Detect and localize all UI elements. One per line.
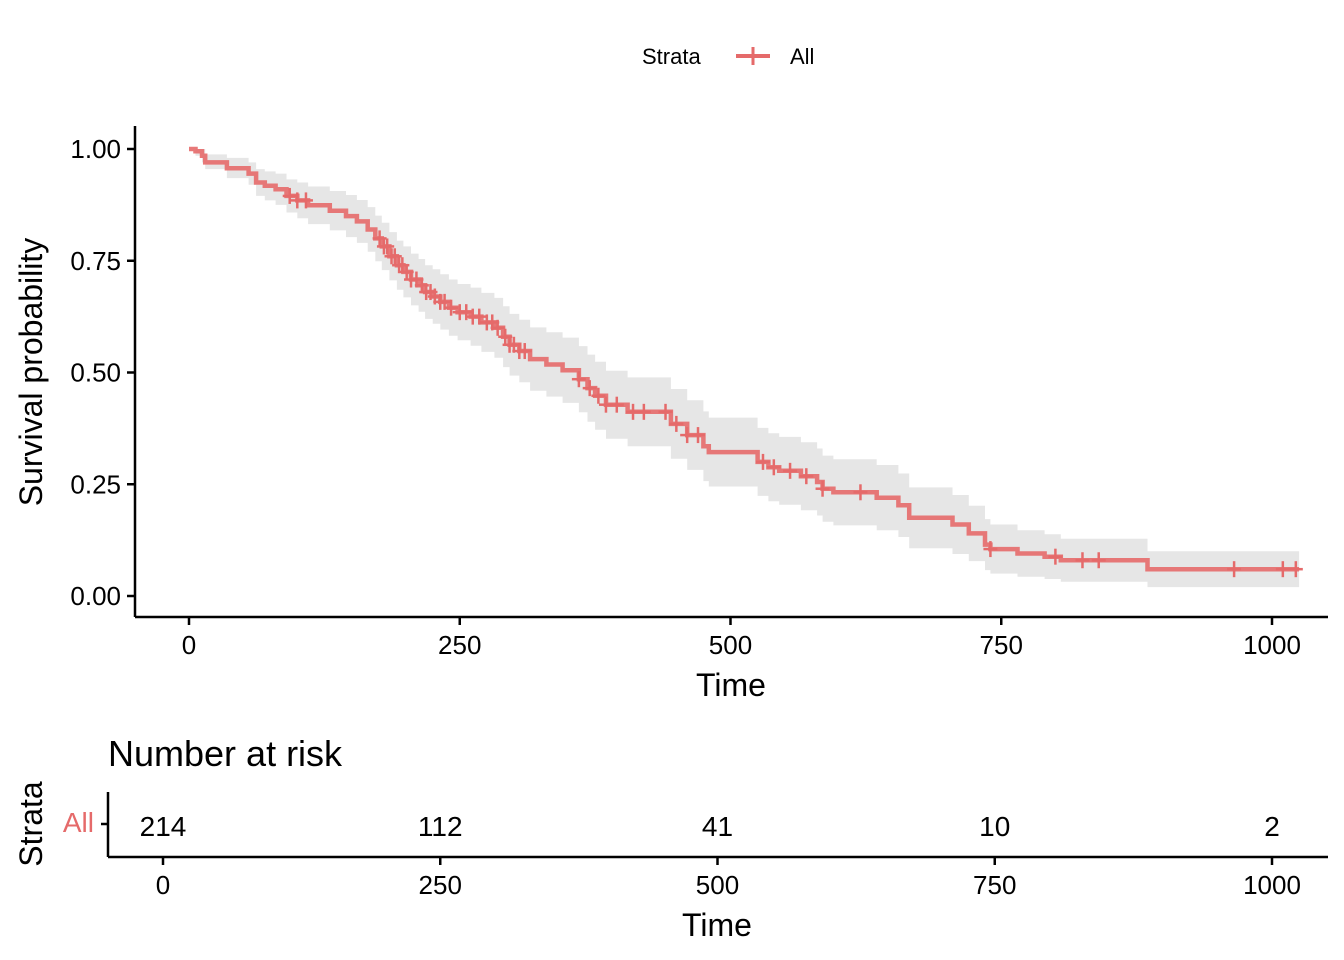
censor-mark bbox=[799, 468, 814, 485]
risk-table: Number at risk Strata All 214 112 41 10 2 0 2… bbox=[13, 733, 1328, 943]
risk-value-cell: 214 bbox=[140, 811, 187, 842]
survival-plot: 0.00 0.25 0.50 0.75 1.00 0 250 500 750 1000 Surv… bbox=[13, 126, 1328, 703]
x-axis-ticks: 0 250 500 750 1000 bbox=[182, 617, 1301, 660]
censor-mark bbox=[1275, 561, 1290, 578]
y-axis-ticks: 0.00 0.25 0.50 0.75 1.00 bbox=[70, 134, 135, 611]
censor-mark bbox=[766, 459, 781, 476]
censor-mark bbox=[517, 343, 532, 360]
y-tick-label: 0.75 bbox=[70, 246, 121, 276]
confidence-band bbox=[189, 149, 1300, 588]
censor-mark bbox=[1227, 561, 1242, 578]
x-tick-label: 750 bbox=[980, 630, 1023, 660]
y-tick-label: 0.25 bbox=[70, 469, 121, 499]
censor-mark bbox=[1288, 561, 1303, 578]
censor-mark bbox=[658, 403, 673, 420]
censor-mark bbox=[1091, 552, 1106, 569]
censor-mark bbox=[1075, 552, 1090, 569]
censor-mark bbox=[571, 371, 586, 388]
censor-mark bbox=[490, 319, 505, 336]
censor-mark bbox=[783, 462, 798, 479]
censor-mark bbox=[444, 299, 459, 316]
censor-marks bbox=[282, 187, 1303, 578]
censor-mark bbox=[755, 453, 770, 470]
censor-mark bbox=[691, 427, 706, 444]
risk-values: 214 112 41 10 2 bbox=[140, 811, 1280, 842]
censor-mark bbox=[380, 238, 395, 255]
risk-value-cell: 2 bbox=[1264, 811, 1280, 842]
censor-mark bbox=[853, 484, 868, 501]
censor-mark bbox=[387, 248, 402, 265]
censor-mark bbox=[472, 308, 487, 325]
censor-mark bbox=[1048, 548, 1063, 565]
risk-value-cell: 10 bbox=[979, 811, 1010, 842]
y-tick-label: 0.00 bbox=[70, 581, 121, 611]
x-tick-label: 1000 bbox=[1243, 630, 1301, 660]
censor-mark bbox=[591, 387, 606, 404]
censor-mark bbox=[983, 541, 998, 558]
censor-mark bbox=[298, 192, 313, 209]
risk-table-title: Number at risk bbox=[108, 733, 343, 774]
censor-mark bbox=[669, 415, 684, 432]
censor-mark bbox=[609, 396, 624, 413]
censor-mark bbox=[498, 328, 513, 345]
risk-x-tick-label: 1000 bbox=[1243, 870, 1301, 900]
risk-value-cell: 112 bbox=[418, 811, 463, 842]
censor-mark bbox=[582, 380, 597, 397]
x-tick-label: 250 bbox=[438, 630, 481, 660]
risk-x-axis-title: Time bbox=[682, 907, 752, 943]
risk-value-cell: 41 bbox=[702, 811, 733, 842]
risk-x-tick-label: 500 bbox=[696, 870, 739, 900]
legend: Strata All bbox=[642, 44, 814, 69]
legend-title: Strata bbox=[642, 44, 701, 69]
x-tick-label: 500 bbox=[709, 630, 752, 660]
risk-table-strata-title: Strata bbox=[13, 781, 49, 867]
risk-row-label-all: All bbox=[63, 807, 94, 838]
risk-x-tick-label: 250 bbox=[419, 870, 462, 900]
y-tick-label: 0.50 bbox=[70, 358, 121, 388]
risk-x-axis-ticks: 0 250 500 750 1000 bbox=[156, 857, 1301, 900]
x-axis-title: Time bbox=[696, 667, 766, 703]
censor-mark bbox=[372, 230, 387, 247]
y-tick-label: 1.00 bbox=[70, 134, 121, 164]
y-axis-title: Survival probability bbox=[13, 238, 49, 507]
x-tick-label: 0 bbox=[182, 630, 196, 660]
censor-mark bbox=[815, 480, 830, 497]
censor-mark bbox=[282, 187, 297, 204]
risk-x-tick-label: 0 bbox=[156, 870, 170, 900]
risk-x-tick-label: 750 bbox=[973, 870, 1016, 900]
legend-entry-all: All bbox=[790, 44, 814, 69]
censor-mark bbox=[636, 403, 651, 420]
